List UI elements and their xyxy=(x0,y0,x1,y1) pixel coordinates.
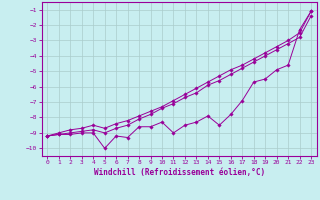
X-axis label: Windchill (Refroidissement éolien,°C): Windchill (Refroidissement éolien,°C) xyxy=(94,168,265,177)
